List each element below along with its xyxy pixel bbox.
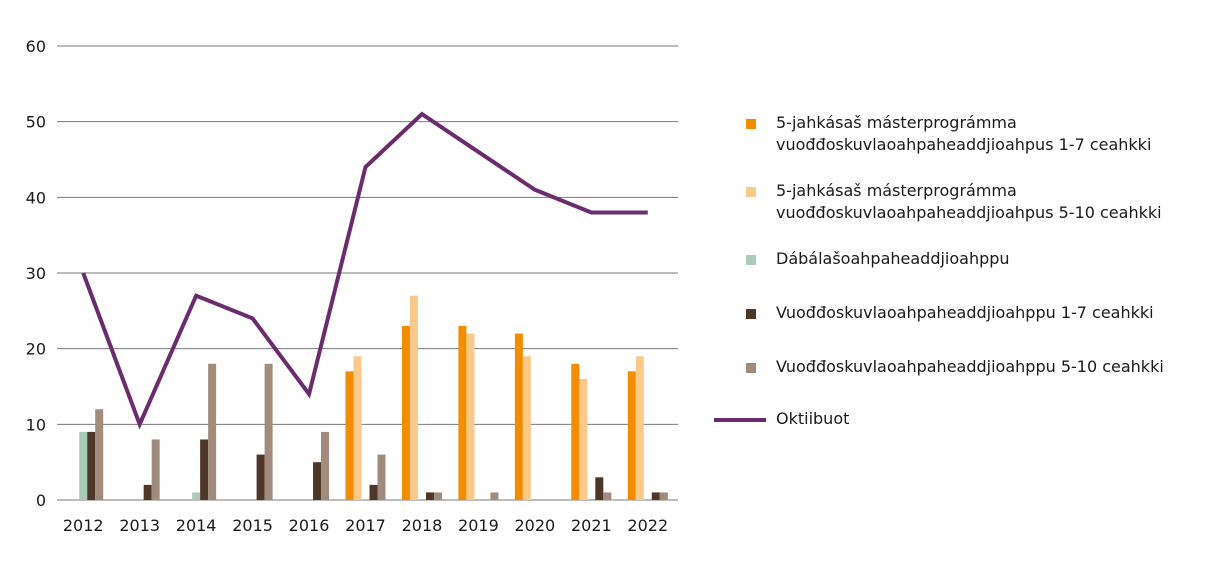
legend-label: 5-jahkásaš másterprográmma vuođđoskuvlao… <box>776 181 1162 222</box>
bar <box>409 295 418 500</box>
bar <box>87 431 96 500</box>
bar <box>603 492 612 500</box>
bar <box>595 477 604 500</box>
bar <box>79 431 88 500</box>
x-tick-label: 2022 <box>627 516 668 535</box>
y-tick-label: 0 <box>36 491 46 510</box>
bar <box>192 492 201 500</box>
bar <box>256 454 265 500</box>
bar <box>208 363 217 500</box>
bar <box>321 431 330 500</box>
legend-item: Vuođđoskuvlaoahpaheaddjioahppu 1-7 ceahk… <box>714 302 1154 324</box>
y-tick-label: 40 <box>26 188 46 207</box>
bar <box>200 439 209 500</box>
x-tick-label: 2018 <box>402 516 443 535</box>
bar <box>95 409 104 500</box>
x-tick-label: 2017 <box>345 516 386 535</box>
bar <box>353 356 362 500</box>
legend-label: Vuođđoskuvlaoahpaheaddjioahppu 1-7 ceahk… <box>776 303 1154 322</box>
legend-item: 5-jahkásaš másterprográmma vuođđoskuvlao… <box>714 180 1204 224</box>
legend-line-marker <box>714 418 766 422</box>
legend-swatch <box>746 119 756 129</box>
bar <box>635 356 644 500</box>
bar <box>377 454 386 500</box>
legend-label: 5-jahkásaš másterprográmma vuođđoskuvlao… <box>776 113 1152 154</box>
bar <box>458 325 467 500</box>
bar <box>466 333 475 500</box>
bar <box>651 492 660 500</box>
bar <box>401 325 410 500</box>
legend-swatch <box>746 309 756 319</box>
x-tick-label: 2020 <box>515 516 556 535</box>
y-tick-label: 10 <box>26 415 46 434</box>
x-tick-label: 2021 <box>571 516 612 535</box>
x-tick-label: 2014 <box>176 516 217 535</box>
bar <box>627 371 636 500</box>
bar <box>571 363 580 500</box>
legend-swatch <box>746 363 756 373</box>
legend-item: Vuođđoskuvlaoahpaheaddjioahppu 5-10 ceah… <box>714 356 1164 378</box>
bar <box>659 492 668 500</box>
x-tick-label: 2015 <box>232 516 273 535</box>
y-tick-label: 50 <box>26 113 46 132</box>
x-tick-label: 2019 <box>458 516 499 535</box>
legend-swatch <box>746 187 756 197</box>
chart: 0 10 20 30 40 50 60 2012 2013 2014 2015 2016 2017 201… <box>26 37 678 535</box>
y-tick-label: 30 <box>26 264 46 283</box>
legend-label: Dábálašoahpaheaddjioahppu <box>776 249 1010 268</box>
bar <box>313 462 322 500</box>
legend-item: 5-jahkásaš másterprográmma vuođđoskuvlao… <box>714 112 1204 156</box>
bar <box>579 378 588 500</box>
bar <box>345 371 354 500</box>
legend-label: Oktiibuot <box>776 409 850 428</box>
bar <box>151 439 160 500</box>
bar <box>425 492 434 500</box>
legend-item: Dábálašoahpaheaddjioahppu <box>714 248 1010 270</box>
bar <box>522 356 531 500</box>
y-tick-label: 60 <box>26 37 46 56</box>
bar <box>514 333 523 500</box>
x-tick-label: 2016 <box>289 516 330 535</box>
bar <box>369 484 378 500</box>
x-tick-label: 2012 <box>63 516 104 535</box>
legend-item: Oktiibuot <box>714 408 849 430</box>
total-line <box>81 111 648 430</box>
bar <box>490 492 499 500</box>
y-tick-label: 20 <box>26 340 46 359</box>
x-tick-label: 2013 <box>119 516 160 535</box>
bar <box>143 484 152 500</box>
bar <box>264 363 273 500</box>
legend-swatch <box>746 255 756 265</box>
bar <box>433 492 442 500</box>
legend-label: Vuođđoskuvlaoahpaheaddjioahppu 5-10 ceah… <box>776 357 1164 376</box>
